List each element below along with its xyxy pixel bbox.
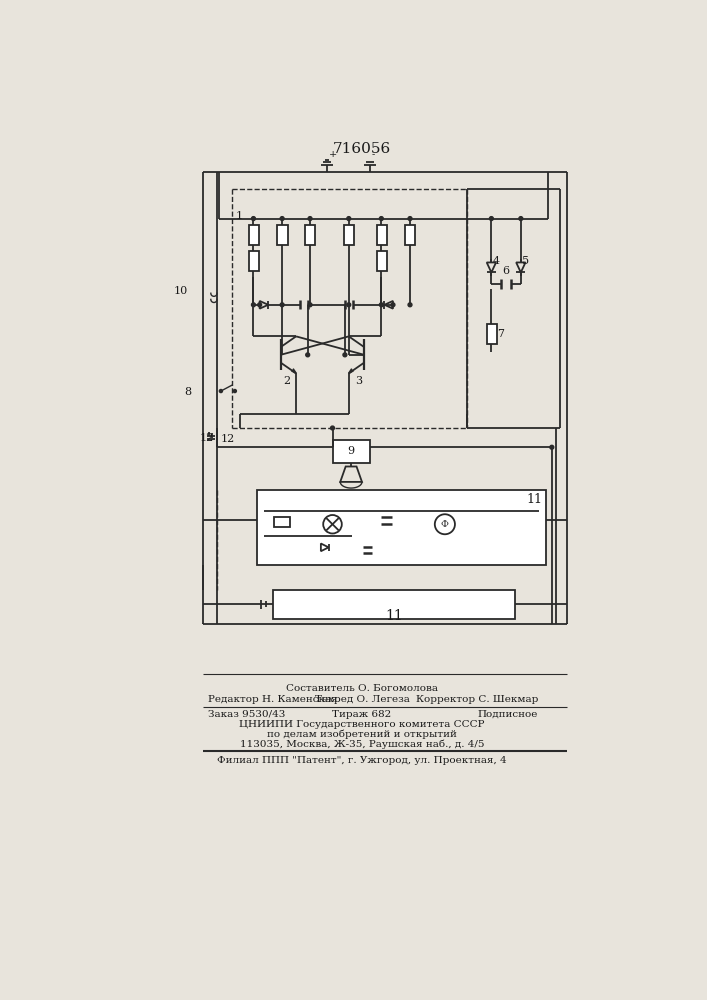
Circle shape — [380, 303, 383, 307]
Circle shape — [550, 445, 554, 449]
Text: 12: 12 — [221, 434, 235, 444]
Text: Подписное: Подписное — [477, 710, 538, 719]
Circle shape — [519, 217, 522, 220]
Text: по делам изобретений и открытий: по делам изобретений и открытий — [267, 730, 457, 739]
Text: 4: 4 — [493, 256, 500, 266]
Bar — [377, 225, 387, 245]
Circle shape — [305, 353, 310, 357]
Circle shape — [233, 389, 236, 393]
Circle shape — [391, 303, 395, 307]
Bar — [486, 324, 497, 344]
Text: -: - — [371, 150, 375, 159]
Text: Заказ 9530/43: Заказ 9530/43 — [209, 710, 286, 719]
Bar — [249, 251, 259, 271]
Bar — [273, 590, 515, 619]
Circle shape — [347, 217, 351, 220]
Text: 113035, Москва, Ж-35, Раушская наб., д. 4/5: 113035, Москва, Ж-35, Раушская наб., д. … — [240, 740, 484, 749]
Bar — [305, 225, 315, 245]
Circle shape — [219, 389, 223, 393]
Bar — [405, 225, 416, 245]
Bar — [249, 225, 259, 245]
Circle shape — [280, 303, 284, 307]
Text: 7: 7 — [498, 329, 505, 339]
Text: 11: 11 — [385, 609, 402, 623]
Text: 12: 12 — [199, 433, 214, 443]
Circle shape — [308, 303, 312, 307]
Circle shape — [331, 426, 334, 430]
Text: Ф: Ф — [441, 520, 449, 529]
Text: 5: 5 — [522, 256, 530, 266]
Bar — [377, 251, 387, 271]
Bar — [277, 225, 288, 245]
Text: 3: 3 — [355, 376, 362, 386]
Circle shape — [280, 217, 284, 220]
Circle shape — [380, 217, 383, 220]
Circle shape — [343, 353, 347, 357]
Circle shape — [308, 217, 312, 220]
Text: +: + — [329, 150, 337, 159]
Circle shape — [408, 303, 412, 307]
Text: Редактор Н. Каменская: Редактор Н. Каменская — [209, 695, 338, 704]
Text: 2: 2 — [283, 376, 290, 386]
Text: Корректор С. Шекмар: Корректор С. Шекмар — [416, 695, 538, 704]
Text: 716056: 716056 — [333, 142, 391, 156]
Text: Филиал ППП "Патент", г. Ужгород, ул. Проектная, 4: Филиал ППП "Патент", г. Ужгород, ул. Про… — [217, 756, 507, 765]
Bar — [257, 490, 546, 565]
Text: 1: 1 — [235, 211, 243, 221]
Text: 9: 9 — [348, 446, 355, 456]
Circle shape — [258, 303, 262, 307]
Text: 10: 10 — [173, 286, 187, 296]
Text: Тираж 682: Тираж 682 — [332, 710, 392, 719]
Bar — [274, 517, 290, 527]
Bar — [332, 440, 370, 463]
Circle shape — [408, 217, 412, 220]
Text: 8: 8 — [185, 387, 192, 397]
Text: 6: 6 — [502, 266, 509, 276]
Circle shape — [347, 303, 351, 307]
Circle shape — [252, 303, 255, 307]
Circle shape — [252, 217, 255, 220]
Circle shape — [489, 217, 493, 220]
Text: 11: 11 — [526, 493, 542, 506]
Bar — [344, 225, 354, 245]
Text: ЦНИИПИ Государственного комитета СССР: ЦНИИПИ Государственного комитета СССР — [239, 720, 485, 729]
Text: Составитель О. Богомолова: Составитель О. Богомолова — [286, 684, 438, 693]
Text: Техред О. Легеза: Техред О. Легеза — [315, 695, 409, 704]
